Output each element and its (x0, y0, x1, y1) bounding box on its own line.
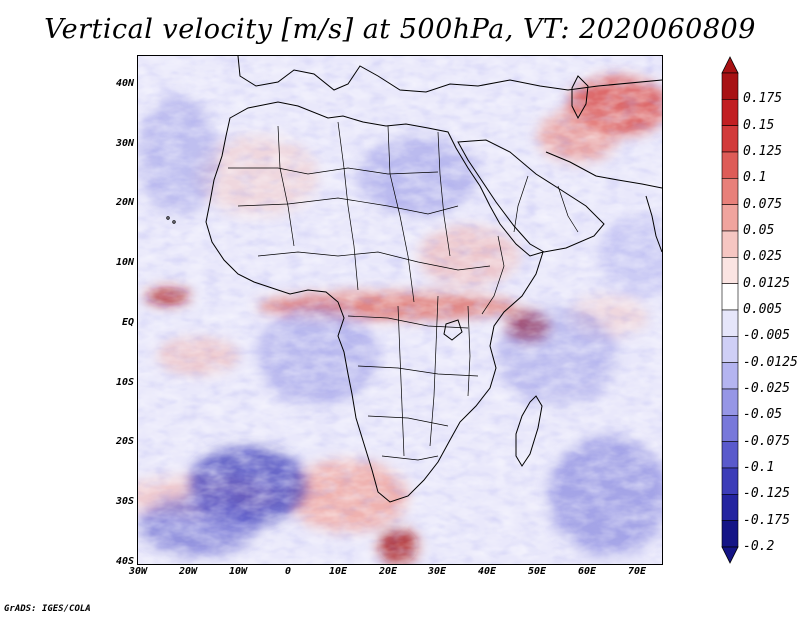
lat-tick-label: 30N (115, 138, 134, 149)
colorbar-label: 0.025 (743, 249, 783, 265)
colorbar-swatch (721, 362, 739, 390)
colorbar-label: -0.125 (743, 486, 790, 502)
lake-victoria (443, 319, 463, 341)
lat-tick-label: EQ (121, 317, 134, 328)
colorbar-label: -0.025 (743, 381, 790, 396)
colorbar-swatch (721, 151, 739, 179)
colorbar-label: -0.1 (743, 460, 775, 475)
border (257, 251, 491, 271)
border (557, 185, 579, 233)
colorbar-swatch (721, 336, 739, 363)
colorbar-swatch (721, 467, 739, 495)
colorbar-swatch (721, 204, 739, 232)
colorbar-label: -0.175 (743, 512, 790, 528)
velocity-field-map (138, 56, 662, 564)
border (277, 125, 295, 247)
border (357, 365, 479, 377)
colorbar-label: -0.075 (743, 433, 790, 449)
colorbar-swatch (721, 520, 739, 548)
border (381, 455, 439, 461)
lat-tick-label: 10S (115, 377, 134, 388)
border (337, 121, 359, 291)
border (367, 415, 449, 427)
lon-tick-label: 0 (284, 566, 292, 577)
colorbar-swatch (721, 125, 739, 153)
lon-tick-label: 20W (178, 566, 198, 577)
lon-tick-label: 30W (128, 566, 148, 577)
colorbar-label: 0.0125 (743, 275, 790, 291)
colorbar-swatch (721, 388, 739, 416)
colorbar-label: 0.005 (743, 302, 783, 317)
colorbar-label: -0.005 (743, 328, 790, 344)
border (513, 175, 529, 233)
colorbar-top-arrow (721, 56, 739, 74)
lon-tick-label: 60E (577, 566, 597, 577)
lon-tick-label: 50E (527, 566, 547, 577)
colorbar-label: 0.175 (743, 91, 783, 107)
lat-tick-label: 40N (115, 78, 134, 89)
colorbar (721, 56, 739, 564)
madagascar-coastline (515, 395, 543, 467)
border (481, 235, 505, 315)
colorbar-swatch (721, 415, 739, 442)
border (228, 167, 439, 175)
europe-coastline (237, 56, 662, 93)
colorbar-label: 0.1 (743, 170, 767, 186)
asia-coastline (545, 151, 662, 189)
island (172, 220, 176, 224)
lon-tick-label: 10E (328, 566, 348, 577)
lat-tick-label: 30S (115, 496, 134, 507)
africa-coastline (205, 101, 544, 503)
field-texture-white (138, 56, 662, 564)
chart-title: Vertical velocity [m/s] at 500hPa, VT: 2… (44, 14, 756, 45)
colorbar-swatch (721, 283, 739, 311)
colorbar-swatch (721, 99, 739, 126)
colorbar-swatch (721, 257, 739, 284)
border (467, 305, 471, 397)
colorbar-label: -0.0125 (743, 354, 798, 370)
lat-tick-label: 20S (115, 436, 134, 447)
software-credit: GrADS: IGES/COLA (4, 604, 91, 614)
island (166, 216, 170, 220)
map-panel (137, 55, 663, 565)
border (347, 315, 469, 329)
lat-tick-label: 10N (115, 257, 134, 268)
lon-tick-label: 30E (427, 566, 447, 577)
colorbar-label: 0.075 (743, 196, 783, 212)
colorbar-swatch (721, 441, 739, 469)
india-coastline (645, 195, 662, 253)
lon-tick-label: 40E (477, 566, 497, 577)
lon-tick-label: 70E (627, 566, 647, 577)
border (387, 125, 415, 303)
lat-tick-label: 40S (115, 556, 134, 567)
coastlines (166, 56, 662, 503)
border (237, 197, 459, 215)
colorbar-label: 0.05 (743, 223, 775, 238)
border (397, 305, 405, 457)
colorbar-bottom-arrow (721, 546, 739, 564)
colorbar-swatch (721, 72, 739, 100)
colorbar-swatch (721, 178, 739, 205)
caspian-coastline (571, 75, 589, 120)
colorbar-label: 0.15 (743, 117, 775, 133)
colorbar-swatch (721, 494, 739, 521)
lat-tick-label: 20N (115, 197, 134, 208)
arabia-coastline (457, 139, 605, 253)
colorbar-label: -0.2 (743, 539, 775, 554)
country-borders (228, 121, 579, 461)
border (437, 131, 451, 257)
lon-tick-label: 20E (378, 566, 398, 577)
border (429, 295, 439, 447)
colorbar-swatch (721, 309, 739, 337)
colorbar-swatch (721, 230, 739, 258)
colorbar-label: -0.05 (743, 407, 783, 423)
lon-tick-label: 10W (228, 566, 248, 577)
colorbar-label: 0.125 (743, 144, 783, 159)
